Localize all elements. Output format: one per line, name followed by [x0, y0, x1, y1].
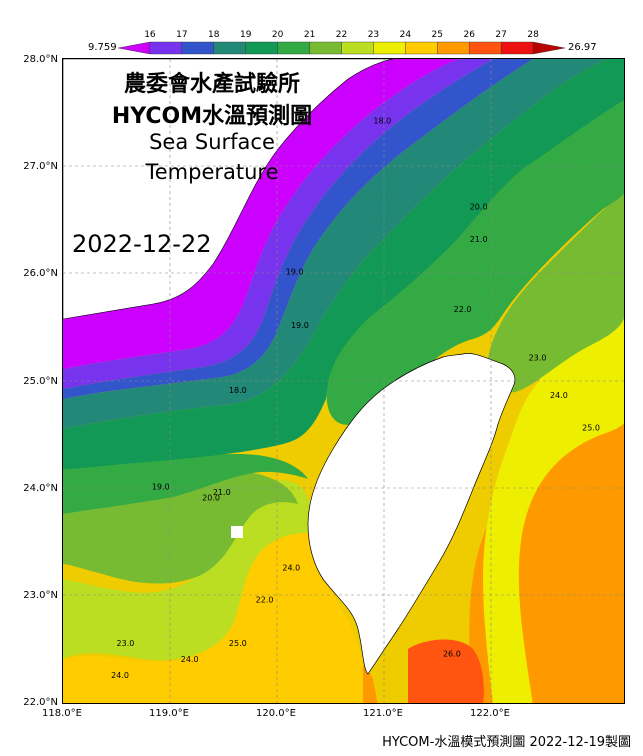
- lon-label-119: 119.0°E: [149, 708, 189, 719]
- lat-label-26: 26.0°N: [23, 268, 58, 279]
- colorbar-tick-label: 17: [176, 30, 187, 40]
- colorbar-tick-label: 22: [336, 30, 347, 40]
- penghu-islands: [231, 526, 243, 538]
- isotherm-label: 19.0: [152, 483, 170, 492]
- isotherm-label: 21.0: [470, 235, 488, 244]
- colorbar-swatch: [181, 41, 214, 55]
- isotherm-label: 25.0: [229, 639, 247, 648]
- isotherm-label: 24.0: [550, 391, 568, 400]
- colorbar-swatch: [245, 41, 278, 55]
- isotherm-labels: 18.018.019.019.019.020.020.021.021.022.0…: [111, 117, 600, 680]
- subtitle-line1: Sea Surface: [149, 130, 275, 154]
- lat-label-22: 22.0°N: [23, 697, 58, 708]
- colorbar-swatch: [532, 41, 566, 55]
- lat-label-25: 25.0°N: [23, 376, 58, 387]
- colorbar-tick-label: 26: [463, 30, 475, 40]
- isotherm-label: 20.0: [470, 203, 488, 212]
- lat-label-24: 24.0°N: [23, 483, 58, 494]
- product-title: HYCOM水溫預測圖: [111, 104, 313, 129]
- colorbar-swatch: [213, 41, 246, 55]
- subtitle-line2: Temperature: [145, 160, 279, 184]
- isotherm-label: 19.0: [291, 321, 309, 330]
- color-legend-bar: 16 17 18 19 20 21 22 23 24 25 26 27 28: [117, 30, 566, 55]
- isotherm-label: 23.0: [117, 639, 135, 648]
- colorbar-tick-label: 16: [144, 30, 156, 40]
- isotherm-label: 22.0: [256, 596, 274, 605]
- sst-band-21-22-east: [487, 190, 624, 393]
- colorbar-tick-label: 23: [368, 30, 379, 40]
- isotherm-label: 24.0: [111, 671, 129, 680]
- colorbar-tick-labels: 16 17 18 19 20 21 22 23 24 25 26 27 28: [144, 30, 539, 40]
- colorbar-swatch: [500, 41, 534, 55]
- isotherm-label: 22.0: [454, 305, 472, 314]
- colorbar-swatch: [309, 41, 342, 55]
- lon-label-118: 118.0°E: [42, 708, 82, 719]
- colorbar-swatch: [373, 41, 406, 55]
- sst-band-23-24: [63, 518, 363, 703]
- isotherm-label: 21.0: [213, 488, 231, 497]
- colorbar-tick-label: 28: [527, 30, 539, 40]
- colorbar-tick-label: 24: [400, 30, 412, 40]
- lat-label-27: 27.0°N: [23, 161, 58, 172]
- sst-band-16-17: [63, 59, 493, 389]
- colorbar-tick-label: 18: [208, 30, 220, 40]
- isotherm-label: 23.0: [529, 353, 547, 362]
- colorbar-swatch: [437, 41, 470, 55]
- footer-credit: HYCOM-水溫模式預測圖 2022-12-19製圖: [382, 735, 631, 750]
- sst-band-19-20: [63, 59, 624, 469]
- sst-band-17-18: [63, 59, 533, 459]
- isotherm-label: 26.0: [443, 650, 461, 659]
- isotherm-label: 20.0: [202, 493, 220, 502]
- colorbar-swatch: [469, 41, 502, 55]
- colorbar-swatch: [117, 41, 151, 55]
- isotherm-label: 18.0: [229, 386, 247, 395]
- isotherm-label: 24.0: [282, 563, 300, 572]
- china-landmass: [63, 59, 394, 320]
- colorbar-swatch: [149, 41, 183, 55]
- colorbar-swatch: [341, 41, 374, 55]
- lat-label-28: 28.0°N: [23, 54, 58, 65]
- lat-label-23: 23.0°N: [23, 590, 58, 601]
- lon-label-121: 121.0°E: [363, 708, 403, 719]
- institution-title: 農委會水產試驗所: [123, 72, 300, 97]
- sst-band-20-21: [63, 100, 624, 514]
- colorbar-swatch: [277, 41, 310, 55]
- graticule-lines: [63, 59, 624, 703]
- taiwan-island: [307, 353, 516, 675]
- sst-map: 18.0 18.0 19.0 19.0 19.0 20.0 20.0 21.0 21.0 22.0…: [62, 58, 625, 704]
- isotherm-label: 18.0: [373, 117, 391, 126]
- colorbar-tick-label: 21: [304, 30, 315, 40]
- sst-band-18-19: [63, 59, 608, 429]
- isotherm-label: 25.0: [582, 423, 600, 432]
- colorbar-min-label: 9.759: [88, 42, 117, 53]
- sst-band-22-23-west: [63, 480, 321, 661]
- colorbar-tick-label: 25: [432, 30, 443, 40]
- isotherm-label: 24.0: [181, 655, 199, 664]
- forecast-date: 2022-12-22: [72, 230, 212, 258]
- sst-band-below-16: [63, 59, 458, 369]
- colorbar-max-label: 26.97: [568, 42, 597, 53]
- colorbar-tick-label: 27: [495, 30, 506, 40]
- isotherm-label: 19.0: [286, 267, 304, 276]
- lon-label-122: 122.0°E: [470, 708, 510, 719]
- lon-label-120: 120.0°E: [256, 708, 296, 719]
- colorbar-tick-label: 20: [272, 30, 284, 40]
- sst-band-26-27-core: [408, 639, 484, 703]
- sst-band-22-23-east: [483, 309, 624, 703]
- colorbar-swatch: [405, 41, 438, 55]
- colorbar-swatches: [117, 41, 566, 55]
- colorbar-tick-label: 19: [240, 30, 252, 40]
